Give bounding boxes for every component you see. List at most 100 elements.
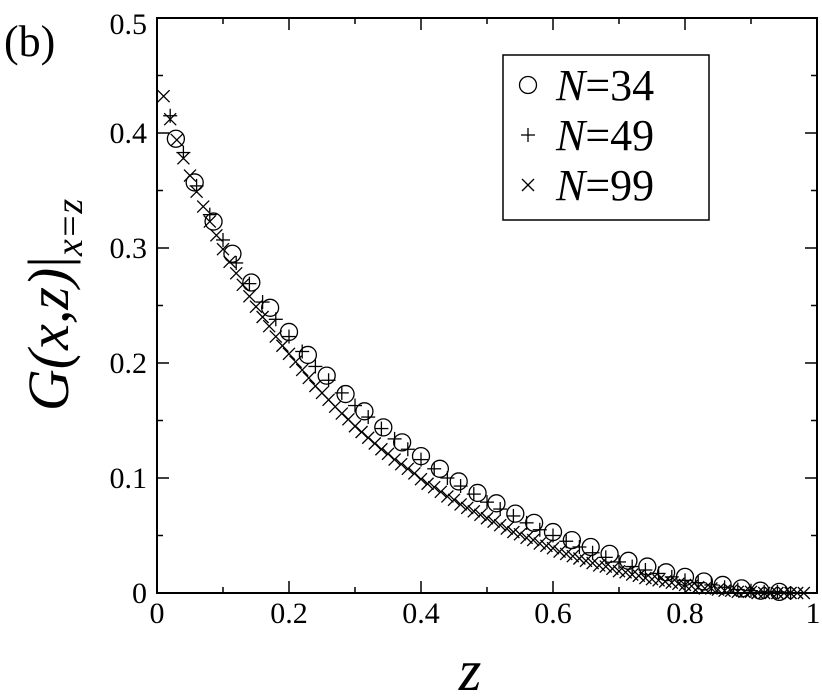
data-point bbox=[460, 501, 474, 515]
data-point bbox=[764, 586, 778, 600]
legend-entry: N=49 bbox=[521, 111, 654, 160]
y-axis-label: G(x,z)|x=z bbox=[16, 199, 91, 411]
data-point bbox=[355, 402, 374, 421]
data-point bbox=[532, 522, 547, 537]
data-point bbox=[236, 278, 250, 292]
data-point bbox=[440, 471, 455, 485]
data-point bbox=[454, 497, 468, 511]
data-point bbox=[185, 173, 204, 192]
data-point bbox=[427, 480, 441, 494]
data-point bbox=[427, 461, 442, 476]
data-point bbox=[434, 485, 448, 499]
data-point bbox=[242, 273, 261, 292]
data-point bbox=[473, 508, 487, 522]
data-point bbox=[572, 540, 587, 554]
data-point bbox=[751, 586, 765, 600]
data-point bbox=[308, 359, 323, 374]
x-axis-label: z bbox=[458, 638, 482, 698]
data-point bbox=[157, 89, 171, 103]
axis-ticks: 0 0.2 0.4 0.6 0.8 1 0 0.1 0.2 0.3 0.4 0.5 bbox=[110, 8, 821, 630]
data-point bbox=[704, 577, 719, 592]
data-point bbox=[612, 554, 626, 569]
data-point bbox=[216, 242, 230, 256]
data-point bbox=[242, 289, 256, 303]
data-point bbox=[163, 108, 178, 123]
data-point bbox=[466, 487, 481, 502]
data-point bbox=[770, 586, 784, 600]
data-point bbox=[203, 215, 217, 229]
data-point bbox=[374, 442, 388, 456]
y-tick-label: 0.1 bbox=[110, 462, 148, 495]
data-point bbox=[256, 310, 270, 324]
y-label-func: G bbox=[16, 369, 81, 411]
data-point bbox=[202, 207, 217, 222]
series-N=99 bbox=[157, 89, 811, 600]
legend-entry: N=34 bbox=[518, 61, 654, 110]
legend-label: N=34 bbox=[555, 61, 654, 110]
data-point bbox=[777, 586, 791, 600]
data-point bbox=[600, 544, 619, 564]
svg-text:G(x,z)|x=z: G(x,z)|x=z bbox=[16, 199, 91, 411]
data-point bbox=[449, 472, 468, 491]
data-point bbox=[440, 489, 454, 503]
data-point bbox=[302, 371, 316, 385]
data-point bbox=[282, 329, 296, 344]
data-point bbox=[421, 477, 435, 491]
data-point bbox=[493, 518, 507, 532]
data-point bbox=[790, 586, 804, 600]
data-point bbox=[546, 541, 560, 555]
data-point bbox=[585, 545, 600, 560]
data-point bbox=[513, 527, 527, 541]
data-point bbox=[282, 347, 296, 361]
data-point bbox=[506, 508, 521, 523]
data-point bbox=[506, 504, 525, 523]
x-tick-label: 0.2 bbox=[270, 597, 308, 630]
x-tick-label: 0.8 bbox=[666, 597, 704, 630]
data-point bbox=[176, 151, 190, 165]
data-point bbox=[447, 493, 461, 507]
legend-box bbox=[502, 54, 710, 221]
data-point bbox=[638, 563, 653, 577]
legend: N=34N=49N=99 bbox=[502, 54, 710, 221]
data-point bbox=[374, 418, 393, 437]
y-label-sub: x=z bbox=[49, 199, 91, 258]
data-point bbox=[223, 244, 242, 263]
data-point bbox=[317, 366, 336, 385]
data-point bbox=[268, 312, 283, 327]
data-point bbox=[275, 339, 289, 353]
data-point bbox=[190, 185, 204, 199]
data-point bbox=[453, 479, 468, 494]
data-point bbox=[170, 133, 184, 147]
data-point bbox=[183, 169, 197, 183]
x-tick-label: 0 bbox=[150, 597, 165, 630]
data-point bbox=[229, 266, 243, 280]
y-tick-label: 0.5 bbox=[110, 8, 148, 41]
data-point bbox=[348, 398, 362, 413]
data-point bbox=[784, 586, 798, 600]
data-point bbox=[480, 511, 494, 525]
data-point bbox=[414, 472, 428, 486]
data-point bbox=[216, 232, 230, 247]
data-point bbox=[737, 585, 751, 599]
data-point bbox=[334, 385, 349, 400]
data-point bbox=[249, 300, 263, 314]
data-point bbox=[401, 462, 415, 476]
y-tick-label: 0.4 bbox=[110, 117, 148, 150]
data-point bbox=[269, 330, 283, 344]
data-point bbox=[400, 442, 415, 457]
legend-marker bbox=[518, 75, 538, 95]
data-point bbox=[718, 584, 732, 598]
data-point bbox=[651, 566, 666, 581]
data-point bbox=[176, 145, 191, 160]
data-point bbox=[394, 457, 408, 471]
y-label-bar: | bbox=[16, 256, 81, 268]
data-point bbox=[625, 559, 640, 574]
data-point bbox=[204, 212, 223, 231]
data-point bbox=[166, 129, 186, 148]
x-tick-label: 0.6 bbox=[534, 597, 572, 630]
panel-label: (b) bbox=[4, 17, 55, 66]
data-point bbox=[260, 298, 280, 317]
data-point bbox=[757, 586, 771, 600]
data-point bbox=[321, 373, 336, 388]
